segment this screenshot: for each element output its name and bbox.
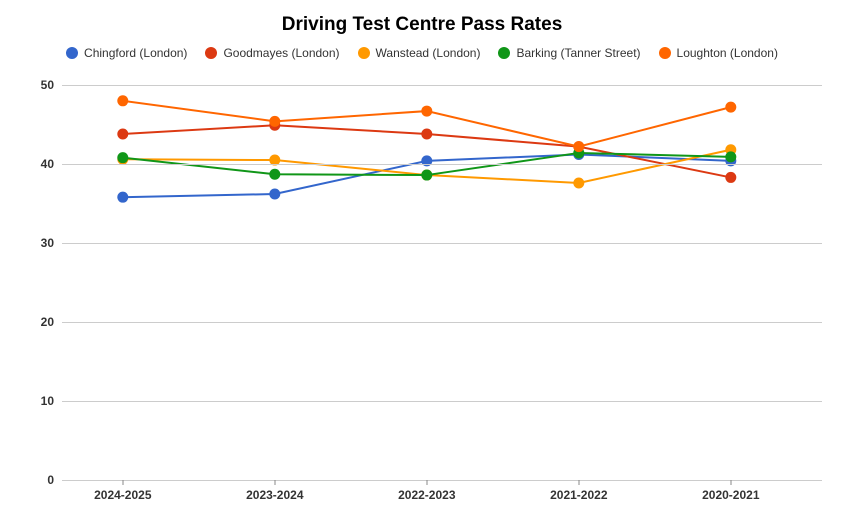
data-point-marker bbox=[421, 106, 432, 117]
legend-marker-icon bbox=[358, 47, 370, 59]
y-axis-label: 50 bbox=[41, 78, 54, 92]
data-point-marker bbox=[421, 128, 432, 139]
y-axis-label: 40 bbox=[41, 157, 54, 171]
x-axis-label: 2024-2025 bbox=[94, 488, 151, 502]
data-point-marker bbox=[117, 95, 128, 106]
legend-item: Barking (Tanner Street) bbox=[498, 46, 640, 60]
data-point-marker bbox=[117, 152, 128, 163]
legend-item: Loughton (London) bbox=[659, 46, 778, 60]
x-axis-tick bbox=[730, 480, 731, 485]
data-point-marker bbox=[117, 128, 128, 139]
legend-marker-icon bbox=[66, 47, 78, 59]
data-point-marker bbox=[269, 169, 280, 180]
plot-area: 010203040502024-20252023-20242022-202320… bbox=[62, 85, 822, 480]
data-point-marker bbox=[725, 151, 736, 162]
legend-item: Goodmayes (London) bbox=[205, 46, 339, 60]
x-axis-tick bbox=[274, 480, 275, 485]
data-point-marker bbox=[573, 141, 584, 152]
x-axis-label: 2021-2022 bbox=[550, 488, 607, 502]
legend-marker-icon bbox=[498, 47, 510, 59]
y-axis-label: 0 bbox=[47, 473, 54, 487]
legend-item: Wanstead (London) bbox=[358, 46, 481, 60]
chart-legend: Chingford (London) Goodmayes (London) Wans… bbox=[0, 46, 844, 72]
x-axis-tick bbox=[122, 480, 123, 485]
data-point-marker bbox=[269, 189, 280, 200]
legend-label: Goodmayes (London) bbox=[223, 46, 339, 60]
grid-line bbox=[62, 243, 822, 244]
x-axis-label: 2022-2023 bbox=[398, 488, 455, 502]
y-axis-label: 20 bbox=[41, 315, 54, 329]
legend-label: Barking (Tanner Street) bbox=[516, 46, 640, 60]
y-axis-label: 10 bbox=[41, 394, 54, 408]
legend-item: Chingford (London) bbox=[66, 46, 187, 60]
legend-marker-icon bbox=[659, 47, 671, 59]
grid-line bbox=[62, 401, 822, 402]
data-point-marker bbox=[573, 177, 584, 188]
data-point-marker bbox=[117, 192, 128, 203]
grid-line bbox=[62, 164, 822, 165]
grid-line bbox=[62, 85, 822, 86]
data-point-marker bbox=[725, 172, 736, 183]
x-axis-tick bbox=[578, 480, 579, 485]
data-point-marker bbox=[421, 170, 432, 181]
x-axis-label: 2023-2024 bbox=[246, 488, 303, 502]
legend-label: Loughton (London) bbox=[677, 46, 778, 60]
grid-line bbox=[62, 480, 822, 481]
y-axis-label: 30 bbox=[41, 236, 54, 250]
chart-svg bbox=[62, 85, 822, 480]
legend-label: Wanstead (London) bbox=[376, 46, 481, 60]
data-point-marker bbox=[269, 116, 280, 127]
legend-marker-icon bbox=[205, 47, 217, 59]
data-point-marker bbox=[725, 102, 736, 113]
chart-title: Driving Test Centre Pass Rates bbox=[0, 0, 844, 46]
x-axis-label: 2020-2021 bbox=[702, 488, 759, 502]
legend-label: Chingford (London) bbox=[84, 46, 187, 60]
x-axis-tick bbox=[426, 480, 427, 485]
grid-line bbox=[62, 322, 822, 323]
chart-container: Driving Test Centre Pass Rates Chingford… bbox=[0, 0, 844, 531]
